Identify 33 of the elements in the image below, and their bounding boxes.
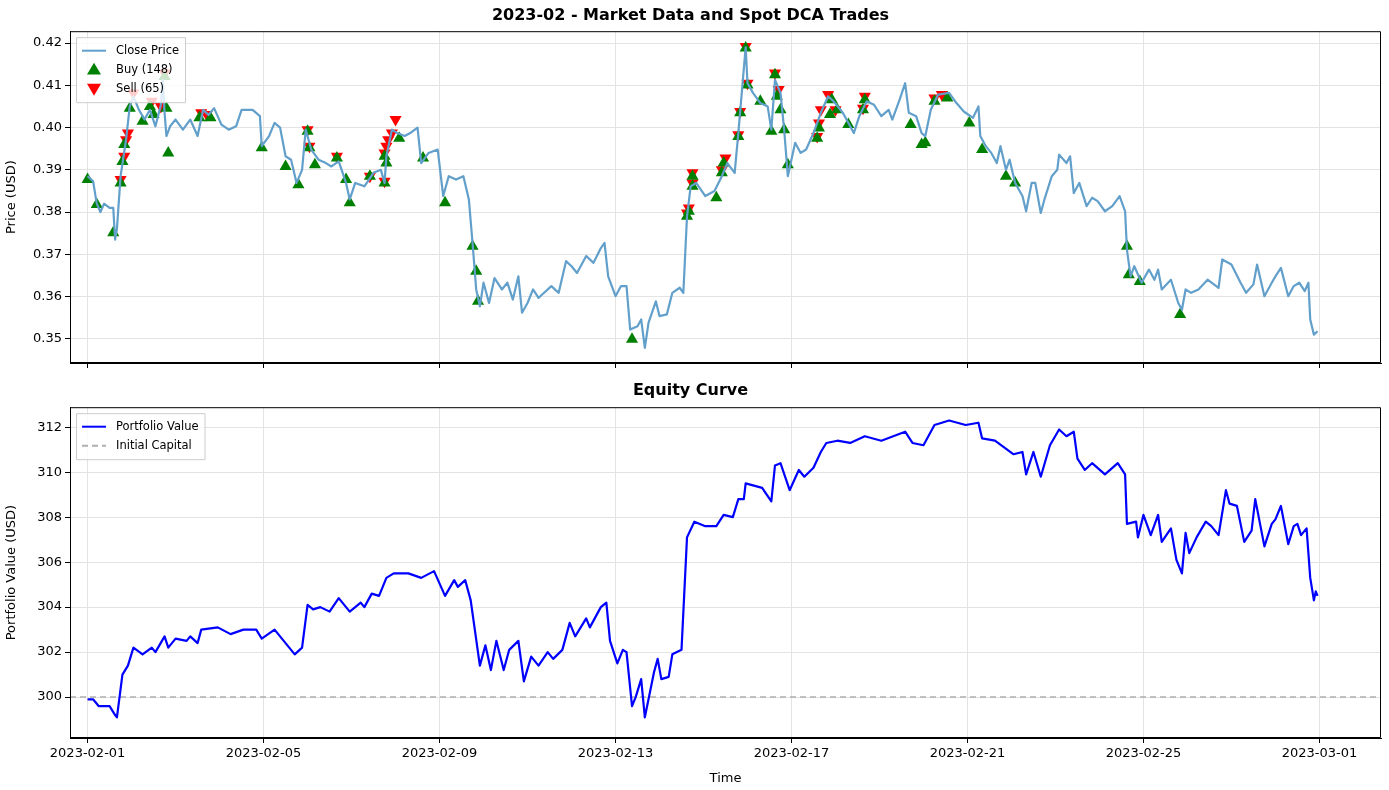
legend-label: Initial Capital bbox=[116, 437, 192, 452]
y-axis-title: Price (USD) bbox=[3, 160, 19, 234]
y-tick-label: 0.42 bbox=[33, 34, 62, 50]
chart-title: Equity Curve bbox=[632, 379, 749, 399]
y-tick-label: 0.38 bbox=[33, 203, 62, 219]
y-tick-label: 302 bbox=[37, 643, 62, 659]
legend-label: Buy (148) bbox=[116, 61, 173, 76]
y-tick-label: 0.35 bbox=[33, 330, 62, 346]
legend-label: Sell (65) bbox=[116, 80, 165, 95]
x-tick-label: 2023-02-17 bbox=[753, 745, 830, 761]
chart-title: 2023-02 - Market Data and Spot DCA Trades bbox=[491, 4, 890, 24]
x-tick-label: 2023-02-25 bbox=[1105, 745, 1182, 761]
x-tick-label: 2023-02-01 bbox=[49, 745, 126, 761]
x-tick-label: 2023-02-13 bbox=[577, 745, 654, 761]
y-tick-label: 312 bbox=[37, 418, 62, 434]
y-tick-label: 0.41 bbox=[33, 76, 62, 92]
y-tick-label: 306 bbox=[37, 553, 62, 569]
y-axis-title: Portfolio Value (USD) bbox=[3, 504, 19, 641]
y-tick-label: 0.36 bbox=[33, 288, 62, 304]
x-tick-label: 2023-02-09 bbox=[401, 745, 478, 761]
x-tick-label: 2023-02-21 bbox=[929, 745, 1006, 761]
y-tick-label: 310 bbox=[37, 463, 62, 479]
legend-label: Close Price bbox=[116, 42, 180, 57]
y-tick-label: 0.39 bbox=[33, 161, 62, 177]
legend-label: Portfolio Value bbox=[116, 418, 199, 433]
x-axis-title: Time bbox=[708, 769, 742, 785]
y-tick-label: 0.37 bbox=[33, 245, 62, 261]
y-tick-label: 0.40 bbox=[33, 118, 62, 134]
y-tick-label: 308 bbox=[37, 508, 62, 524]
x-tick-label: 2023-03-01 bbox=[1281, 745, 1358, 761]
x-tick-label: 2023-02-05 bbox=[225, 745, 302, 761]
y-tick-label: 304 bbox=[37, 598, 62, 614]
y-tick-label: 300 bbox=[37, 688, 62, 704]
